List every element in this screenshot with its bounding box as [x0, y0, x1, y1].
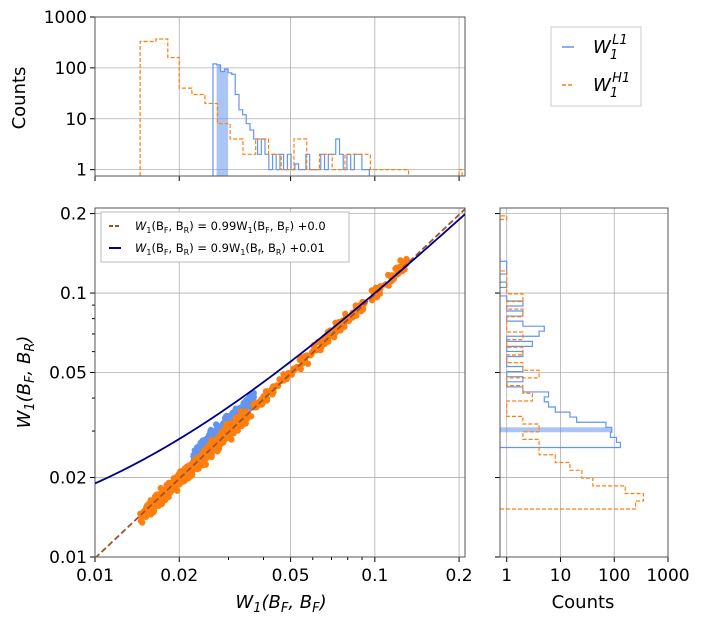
top-frame	[94, 16, 466, 177]
scatter-point-h1	[223, 434, 230, 442]
top-marginal-histogram: 1 10 100 1000	[44, 8, 466, 181]
right-xtick-label: 10	[550, 566, 572, 586]
scatter-point-h1	[164, 490, 171, 498]
scatter-point-h1	[263, 397, 271, 404]
fit-line-2	[95, 213, 465, 485]
right-xtick-label: 1	[501, 566, 512, 586]
main-xtick-label: 0.05	[272, 566, 310, 586]
right-xtick-label: 100	[598, 566, 630, 586]
legend-l1-label: W1L1	[593, 33, 628, 63]
scatter-point-h1	[278, 377, 285, 384]
scatter-point-h1	[223, 421, 230, 428]
fit-legend-frame	[100, 211, 350, 263]
scatter-point-h1	[173, 487, 181, 494]
fit2-label: W1(BF, BR) = 0.9W1(Bf, BR) +0.01	[135, 241, 325, 257]
legend-h1-label: W1H1	[593, 71, 630, 101]
top-hist-highlight	[216, 64, 221, 176]
scatter-point-h1	[139, 519, 146, 526]
top-ylabel: Counts	[9, 67, 30, 130]
main-frame	[94, 207, 466, 558]
main-ytick-label: 0.02	[49, 469, 87, 489]
scatter-point-l1	[199, 439, 206, 446]
fit-legend: W1(BF, BR) = 0.99W1(BF, BF) +0.0 W1(BF, …	[100, 211, 350, 263]
right-hist-highlight	[500, 427, 612, 433]
right-hist-h1	[500, 215, 645, 510]
top-ytick-label: 100	[55, 59, 87, 79]
top-hist-highlight	[224, 69, 229, 176]
fit1-label: W1(BF, BR) = 0.99W1(BF, BF) +0.0	[135, 219, 326, 235]
main-xlabel: W1(BF, BF)	[235, 592, 326, 616]
main-ytick-label: 0.01	[49, 548, 87, 568]
main-xtick-label: 0.1	[361, 566, 388, 586]
scatter-point-h1	[154, 497, 161, 505]
main-ylabel: W1(BF, BR)	[14, 336, 38, 429]
top-ytick-label: 1000	[44, 8, 87, 28]
right-xtick-label: 1000	[646, 566, 689, 586]
scatter-point-l1	[213, 426, 220, 433]
right-frame	[499, 207, 669, 558]
scatter-point-h1	[148, 499, 156, 506]
scatter-point-h1	[219, 430, 227, 437]
top-hist-highlight	[220, 71, 225, 176]
series-legend: W1L1 W1H1	[550, 26, 642, 107]
right-xlabel: Counts	[552, 592, 615, 613]
scatter-point-h1	[216, 440, 224, 447]
top-hist-h1	[139, 38, 463, 176]
main-xtick-label: 0.02	[160, 566, 198, 586]
legend-frame	[550, 26, 642, 107]
fit-line-1	[95, 208, 465, 557]
main-xtick-label: 0.01	[76, 566, 114, 586]
scatter-point-l1	[241, 399, 248, 407]
main-ytick-label: 0.05	[49, 364, 87, 384]
top-ytick-label: 10	[65, 110, 87, 130]
scatter-point-h1	[150, 507, 157, 514]
scatter-point-h1	[280, 371, 287, 378]
scatter-point-h1	[194, 462, 202, 470]
top-ytick-label: 1	[76, 161, 87, 181]
top-hist-l1	[212, 63, 370, 176]
main-ytick-label: 0.1	[60, 284, 87, 304]
scatter-point-h1	[206, 448, 213, 456]
right-marginal-histogram: 1 10 100 1000	[495, 207, 690, 586]
main-xtick-label: 0.2	[446, 566, 473, 586]
scatter-point-h1	[385, 282, 392, 289]
main-ytick-label: 0.2	[60, 205, 87, 225]
scatter-point-h1	[269, 391, 276, 398]
main-scatter-panel: 0.010.01 0.02 0.02 0.05 0.05 0.1 0.1 0.2 0.2	[49, 205, 472, 586]
